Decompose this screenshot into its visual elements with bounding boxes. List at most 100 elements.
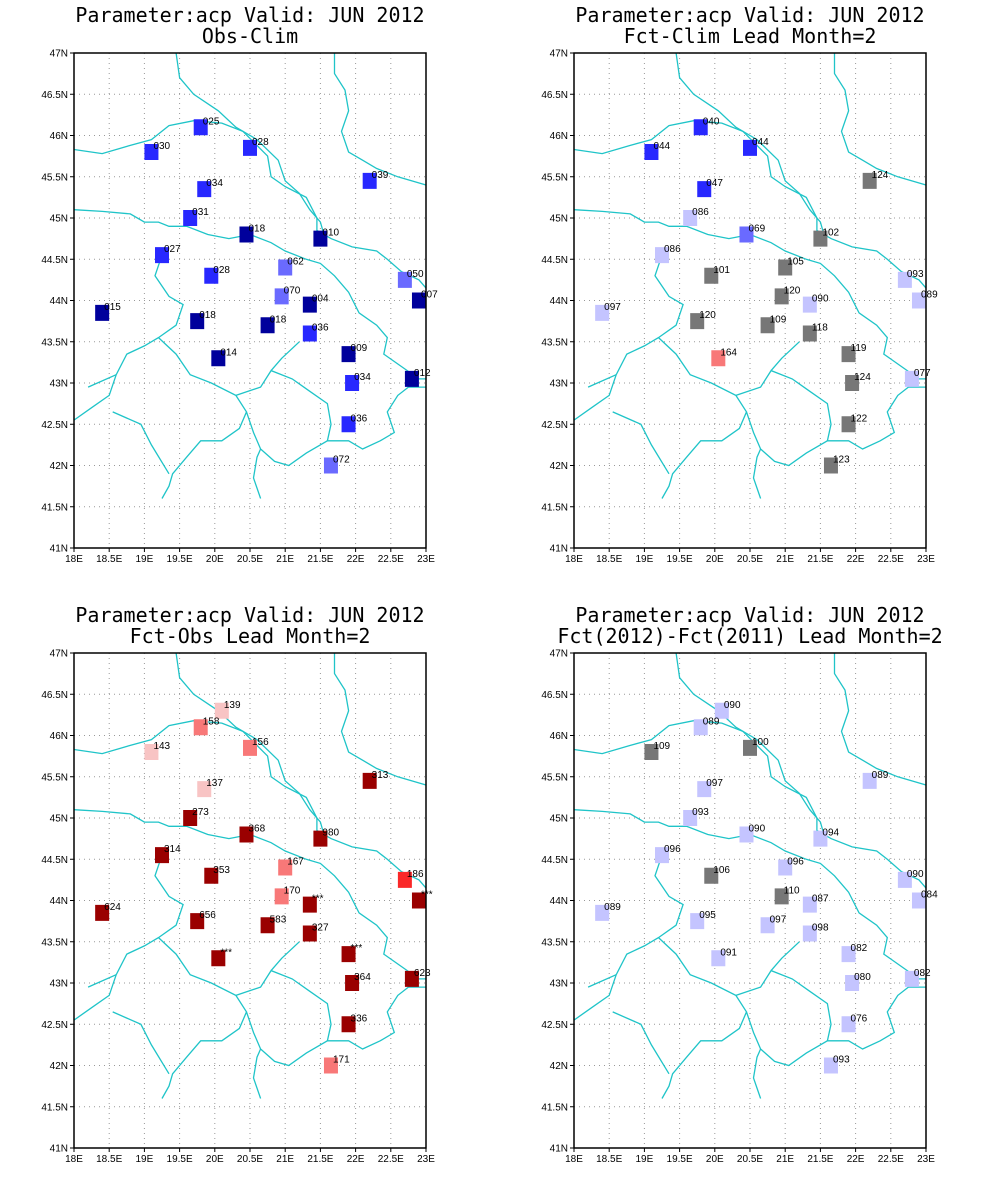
border-line	[73, 854, 184, 1021]
lon-tick-label: 19.5E	[667, 1154, 693, 1165]
station-marker	[760, 317, 775, 334]
lat-tick-label: 41.5N	[41, 502, 68, 513]
station-value-label: 109	[770, 314, 787, 325]
map-subtitle: Fct-Obs Lead Month=2	[130, 624, 371, 648]
station-value-label: 095	[699, 910, 716, 921]
station-marker	[823, 1057, 838, 1074]
station-marker	[155, 847, 169, 864]
grid	[574, 653, 926, 1148]
station-value-label: 076	[851, 1013, 868, 1024]
station-value-label: 110	[784, 885, 800, 896]
station-marker	[260, 317, 275, 334]
lat-tick-label: 42.5N	[41, 420, 68, 431]
border-line	[235, 369, 332, 441]
station-marker	[911, 892, 926, 909]
border-line	[658, 337, 748, 499]
station-marker	[341, 1016, 356, 1033]
station-value-label: 368	[248, 824, 265, 835]
border-line	[752, 1048, 762, 1099]
border-line	[245, 386, 426, 467]
border-line	[73, 209, 426, 380]
station-value-label: 158	[203, 716, 220, 727]
lon-tick-label: 19.5E	[667, 554, 693, 565]
station-marker	[739, 226, 754, 243]
station-marker	[345, 975, 360, 991]
border-line	[270, 941, 300, 972]
lat-tick-label: 45.5N	[541, 772, 568, 783]
map-title: Parameter:acp Valid: JUN 2012	[575, 603, 924, 627]
station-marker	[683, 810, 698, 826]
lat-tick-label: 45.5N	[541, 172, 568, 183]
station-marker	[204, 867, 219, 884]
station-marker	[714, 702, 729, 719]
station-marker	[323, 1057, 338, 1074]
station-marker	[862, 772, 877, 789]
border-line	[833, 653, 927, 786]
border-line	[675, 52, 825, 235]
lon-tick-label: 22E	[347, 1154, 365, 1165]
lon-tick-label: 18.5E	[96, 554, 122, 565]
lon-tick-label: 20.5E	[737, 1154, 763, 1165]
lon-tick-label: 18E	[65, 554, 83, 565]
station-marker	[841, 346, 856, 363]
station-value-label: 080	[854, 972, 871, 983]
station-value-label: 082	[914, 968, 931, 979]
lat-tick-label: 45N	[50, 814, 68, 825]
border-line	[333, 53, 427, 186]
station-marker	[144, 744, 159, 760]
station-marker	[778, 859, 793, 876]
station-value-label: 105	[787, 257, 804, 268]
panel-fct-fct: Parameter:acp Valid: JUN 2012 Fct(2012)-F…	[500, 600, 1000, 1200]
station-marker	[704, 867, 719, 884]
lat-tick-label: 41N	[550, 1144, 568, 1155]
station-value-label: 028	[213, 265, 230, 276]
station-value-label: 097	[604, 302, 621, 313]
lon-tick-label: 21.5E	[807, 554, 833, 565]
map-title: Parameter:acp Valid: JUN 2012	[75, 603, 424, 627]
border-line	[752, 448, 762, 499]
border-line	[770, 341, 800, 372]
station-marker	[313, 830, 328, 847]
station-markers: 139 158 143 156 137 313 273 368 980 314 353 167 186 1…	[95, 700, 433, 1074]
station-marker	[690, 913, 705, 930]
station-marker	[362, 772, 377, 789]
lat-tick-label: 41.5N	[41, 1102, 68, 1113]
station-value-label: 044	[752, 137, 769, 148]
station-marker	[243, 739, 257, 756]
station-value-label: 327	[312, 923, 329, 934]
lat-tick-label: 47N	[550, 649, 568, 660]
station-value-label: 156	[252, 737, 269, 748]
station-marker	[211, 350, 226, 367]
lat-tick-label: 47N	[550, 49, 568, 60]
map-svg: Parameter:acp Valid: JUN 2012Fct(2012)-F…	[541, 603, 942, 1165]
station-value-label: 364	[354, 972, 371, 983]
station-value-label: 091	[720, 947, 737, 958]
station-value-label: 030	[153, 141, 170, 152]
map-title: Parameter:acp Valid: JUN 2012	[575, 3, 924, 27]
lat-tick-label: 43N	[550, 379, 568, 390]
station-marker	[655, 847, 669, 864]
station-value-label: 273	[192, 807, 209, 818]
station-marker	[774, 288, 789, 305]
station-value-label: 120	[699, 310, 716, 321]
station-marker	[760, 917, 775, 934]
station-value-label: 007	[421, 290, 438, 301]
station-value-label: 097	[706, 778, 723, 789]
station-value-label: 040	[703, 116, 720, 127]
lat-tick-label: 43.5N	[41, 937, 68, 948]
border-line	[573, 209, 926, 380]
map-subtitle: Fct(2012)-Fct(2011) Lead Month=2	[557, 624, 942, 648]
lon-tick-label: 20E	[206, 1154, 224, 1165]
grid	[74, 653, 426, 1148]
station-value-label: 087	[812, 894, 829, 905]
station-value-label: 313	[372, 770, 389, 781]
lon-tick-label: 21.5E	[307, 1154, 333, 1165]
station-value-label: 139	[224, 700, 241, 711]
station-value-label: 124	[854, 372, 871, 383]
station-marker	[739, 826, 754, 843]
lon-tick-label: 19E	[136, 554, 154, 565]
map-frame	[573, 652, 927, 1149]
lat-tick-label: 46.5N	[41, 690, 68, 701]
border-line	[770, 941, 800, 972]
lat-tick-label: 46.5N	[541, 690, 568, 701]
